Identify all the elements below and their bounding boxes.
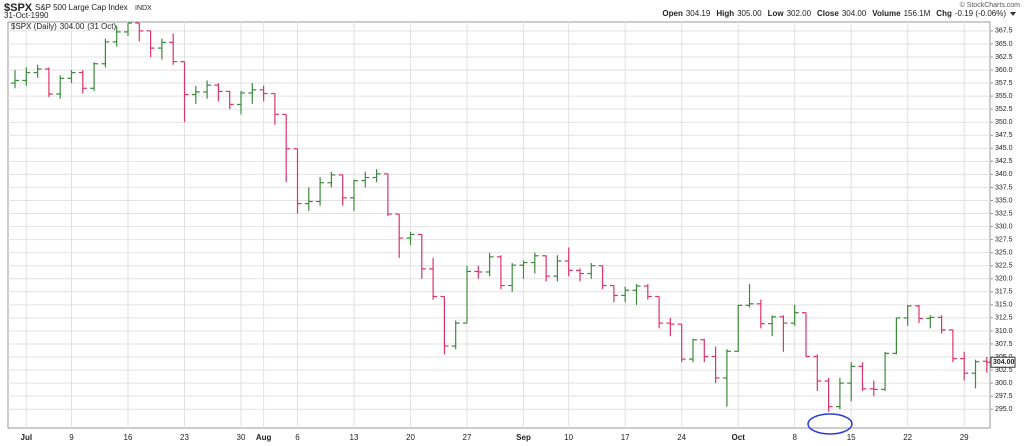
y-tick-label: 327.5 bbox=[995, 236, 1013, 243]
x-tick-label: 6 bbox=[295, 433, 300, 442]
x-tick-label: 20 bbox=[406, 433, 415, 442]
y-tick-label: 350.0 bbox=[995, 119, 1013, 126]
copyright: © StockCharts.com bbox=[960, 1, 1021, 9]
y-tick-label: 335.0 bbox=[995, 197, 1013, 204]
y-tick-label: 337.5 bbox=[995, 184, 1013, 191]
x-tick-label: 22 bbox=[903, 433, 912, 442]
y-tick-label: 362.5 bbox=[995, 54, 1013, 61]
y-tick-label: 322.5 bbox=[995, 263, 1013, 270]
legend: $SPX (Daily) 304.00 (31 Oct) bbox=[11, 22, 116, 31]
quote-label: Chg bbox=[936, 9, 952, 18]
y-tick-label: 302.5 bbox=[995, 367, 1013, 374]
x-tick-label: 30 bbox=[237, 433, 246, 442]
grid bbox=[8, 22, 990, 428]
quote-label: Volume bbox=[872, 9, 901, 18]
x-tick-label: 9 bbox=[69, 433, 74, 442]
y-tick-label: 317.5 bbox=[995, 289, 1013, 296]
y-tick-label: 330.0 bbox=[995, 223, 1013, 230]
quote-text: Open 304.19 High 305.00 Low 302.00 Close 304.00… bbox=[662, 9, 1006, 18]
x-tick-label: 10 bbox=[564, 433, 573, 442]
y-tick-label: 320.0 bbox=[995, 276, 1013, 283]
x-tick-label: 16 bbox=[124, 433, 133, 442]
y-tick-label: 357.5 bbox=[995, 80, 1013, 87]
y-tick-label: 300.0 bbox=[995, 380, 1013, 387]
x-tick-label: Oct bbox=[732, 433, 746, 442]
y-tick-label: 307.5 bbox=[995, 341, 1013, 348]
price-tag bbox=[990, 356, 1016, 368]
legend-last-label: 304.00 bbox=[60, 22, 85, 31]
y-tick-label: 345.0 bbox=[995, 145, 1013, 152]
quote-value: -0.19 (-0.06%) bbox=[955, 9, 1006, 18]
date: 31-Oct-1990 bbox=[4, 11, 49, 20]
quote-value: 304.00 bbox=[842, 9, 867, 18]
y-tick-label: 295.0 bbox=[995, 406, 1013, 413]
symbol: $SPX bbox=[4, 2, 33, 14]
y-tick-label: 342.5 bbox=[995, 158, 1013, 165]
x-tick-label: 27 bbox=[463, 433, 472, 442]
y-tick-label: 347.5 bbox=[995, 132, 1013, 139]
quote-label: Open bbox=[662, 9, 683, 18]
y-tick-label: 315.0 bbox=[995, 302, 1013, 309]
x-tick-label: Sep bbox=[516, 433, 531, 442]
y-tick-label: 297.5 bbox=[995, 393, 1013, 400]
y-tick-label: 352.5 bbox=[995, 106, 1013, 113]
x-tick-label: 17 bbox=[621, 433, 630, 442]
quote-value: 302.00 bbox=[787, 9, 812, 18]
x-tick-label: 13 bbox=[350, 433, 359, 442]
legend-name: $SPX (Daily) bbox=[11, 22, 57, 31]
quote-label: High bbox=[716, 9, 734, 18]
x-tick-label: Aug bbox=[256, 433, 272, 442]
exchange: INDX bbox=[135, 5, 152, 12]
x-tick-label: Jul bbox=[21, 433, 33, 442]
price-tag-label: 304.00 bbox=[993, 359, 1015, 366]
legend-last-date: (31 Oct) bbox=[87, 22, 116, 31]
x-tick-label: 29 bbox=[960, 433, 969, 442]
bars bbox=[11, 22, 991, 412]
x-tick-label: 23 bbox=[180, 433, 189, 442]
index-name: S&P 500 Large Cap Index bbox=[35, 3, 128, 12]
annotation-circle bbox=[807, 413, 853, 435]
plot-frame bbox=[7, 21, 991, 429]
x-tick-label: 24 bbox=[677, 433, 686, 442]
y-tick-label: 365.0 bbox=[995, 41, 1013, 48]
y-tick-label: 312.5 bbox=[995, 315, 1013, 322]
quote-value: 156.1M bbox=[904, 9, 931, 18]
quote-value: 304.19 bbox=[686, 9, 711, 18]
quote-label: Close bbox=[817, 9, 839, 18]
y-tick-label: 340.0 bbox=[995, 171, 1013, 178]
x-tick-label: 8 bbox=[792, 433, 797, 442]
y-tick-label: 367.5 bbox=[995, 28, 1013, 35]
quote-value: 305.00 bbox=[737, 9, 762, 18]
y-tick-label: 310.0 bbox=[995, 328, 1013, 335]
quote-label: Low bbox=[768, 9, 785, 18]
menu-arrow[interactable] bbox=[1010, 12, 1016, 16]
y-tick-label: 360.0 bbox=[995, 67, 1013, 74]
quote-bar: Open 304.19 High 305.00 Low 302.00 Close 304.00… bbox=[662, 9, 1006, 18]
y-tick-label: 355.0 bbox=[995, 93, 1013, 100]
y-tick-label: 332.5 bbox=[995, 210, 1013, 217]
x-tick-label: 15 bbox=[847, 433, 856, 442]
y-tick-label: 325.0 bbox=[995, 250, 1013, 257]
